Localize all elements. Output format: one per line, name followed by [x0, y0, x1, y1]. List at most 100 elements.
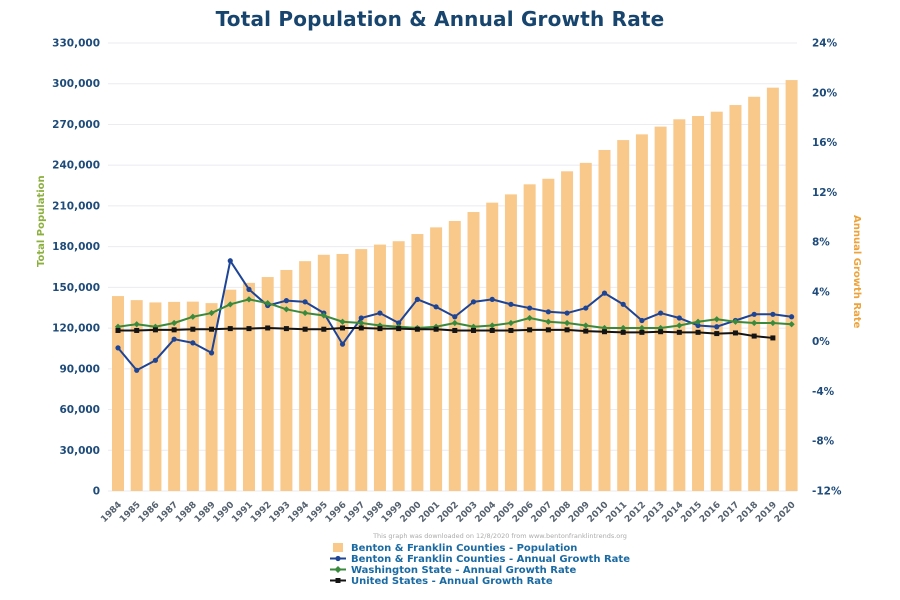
line-series-1 — [115, 258, 795, 373]
bar-2015 — [692, 116, 705, 492]
point-1993 — [283, 326, 289, 332]
bar-1992 — [261, 277, 274, 491]
legend-item-bf-growth: Benton & Franklin Counties - Annual Grow… — [330, 554, 630, 565]
bar-2001 — [430, 227, 443, 491]
point-2019 — [770, 335, 776, 341]
point-2000 — [414, 326, 420, 332]
right-tick-label: 8% — [812, 237, 830, 249]
point-1996 — [340, 325, 346, 331]
legend-item-us-growth: United States - Annual Growth Rate — [330, 576, 630, 587]
point-1996 — [339, 318, 346, 325]
point-1988 — [190, 326, 196, 332]
point-2000 — [414, 296, 420, 302]
bar-2018 — [748, 96, 761, 491]
point-2001 — [433, 304, 439, 310]
right-tick-label: 0% — [812, 336, 830, 348]
point-2002 — [452, 327, 458, 333]
point-1991 — [245, 296, 253, 303]
bar-2019 — [766, 87, 779, 491]
point-2013 — [658, 329, 664, 335]
bar-1994 — [299, 261, 312, 491]
point-2012 — [639, 317, 645, 324]
point-1986 — [152, 327, 158, 333]
right-tick-label: 16% — [812, 137, 838, 149]
right-tick-label: 12% — [812, 187, 838, 199]
us-growth-line-icon — [330, 577, 346, 583]
bar-2006 — [523, 184, 536, 491]
bar-1993 — [280, 269, 293, 491]
bar-2005 — [504, 194, 517, 491]
point-1987 — [171, 336, 177, 342]
bar-1995 — [317, 254, 330, 491]
point-2019 — [770, 311, 776, 317]
bar-2011 — [617, 140, 630, 492]
right-axis-title: Annual Growth Rate — [851, 215, 862, 329]
point-1990 — [227, 258, 233, 264]
legend-item-population: Benton & Franklin Counties - Population — [330, 542, 630, 554]
point-1993 — [283, 306, 290, 313]
point-2002 — [452, 314, 458, 320]
legend-label-population: Benton & Franklin Counties - Population — [351, 543, 578, 554]
point-2007 — [545, 309, 551, 315]
line-path — [118, 326, 773, 339]
point-2016 — [713, 316, 720, 323]
bar-2003 — [467, 212, 480, 491]
left-tick-label: 90,000 — [59, 363, 100, 375]
wa-growth-line-icon — [330, 565, 346, 573]
point-1986 — [152, 357, 159, 363]
point-1991 — [246, 286, 252, 292]
population-bar-swatch-icon — [333, 542, 343, 552]
point-2015 — [695, 329, 701, 335]
left-tick-label: 300,000 — [52, 78, 100, 90]
point-2010 — [601, 329, 607, 335]
point-2002 — [451, 319, 458, 327]
left-tick-label: 210,000 — [52, 200, 100, 212]
point-1999 — [396, 326, 402, 332]
point-1997 — [358, 315, 364, 321]
bar-1986 — [149, 302, 162, 491]
right-axis-tick-labels: -12% -8% -4% 0% 4% 8% 12% 16% 20% 24% — [812, 38, 842, 498]
point-1994 — [302, 299, 308, 305]
point-1994 — [301, 309, 309, 317]
left-axis-tick-labels: 0 30,000 60,000 90,000 120,000 150,000 180,000… — [52, 38, 100, 498]
point-2003 — [470, 299, 477, 305]
point-1993 — [283, 298, 289, 304]
point-2006 — [527, 327, 533, 333]
legend: Benton & Franklin Counties - Population … — [330, 542, 630, 587]
point-2005 — [508, 327, 514, 333]
point-1988 — [189, 313, 196, 320]
bar-1987 — [168, 301, 181, 491]
left-tick-label: 0 — [93, 486, 100, 498]
point-2012 — [639, 329, 645, 335]
bar-2012 — [635, 134, 648, 491]
bar-2007 — [542, 178, 555, 491]
point-1989 — [209, 326, 215, 332]
left-tick-label: 60,000 — [59, 404, 100, 416]
point-1985 — [134, 327, 140, 333]
point-2017 — [732, 330, 738, 336]
bar-2010 — [598, 149, 611, 491]
left-tick-label: 330,000 — [52, 38, 100, 50]
point-2005 — [508, 301, 514, 307]
left-tick-label: 120,000 — [52, 323, 100, 335]
right-tick-label: -8% — [812, 436, 835, 448]
left-tick-label: 240,000 — [52, 160, 100, 172]
right-tick-label: -12% — [812, 486, 842, 498]
bar-1985 — [130, 300, 143, 491]
point-2016 — [714, 331, 720, 337]
point-1989 — [208, 350, 215, 356]
bar-2014 — [673, 119, 686, 491]
population-bars — [112, 80, 798, 492]
left-tick-label: 180,000 — [52, 241, 100, 253]
point-1985 — [134, 367, 140, 373]
point-2003 — [471, 327, 477, 333]
point-1987 — [171, 327, 177, 333]
left-tick-label: 30,000 — [59, 445, 100, 457]
bar-1988 — [186, 301, 199, 491]
bar-1984 — [112, 296, 124, 491]
point-2009 — [583, 328, 589, 334]
point-1991 — [246, 326, 252, 332]
point-1984 — [115, 327, 121, 333]
